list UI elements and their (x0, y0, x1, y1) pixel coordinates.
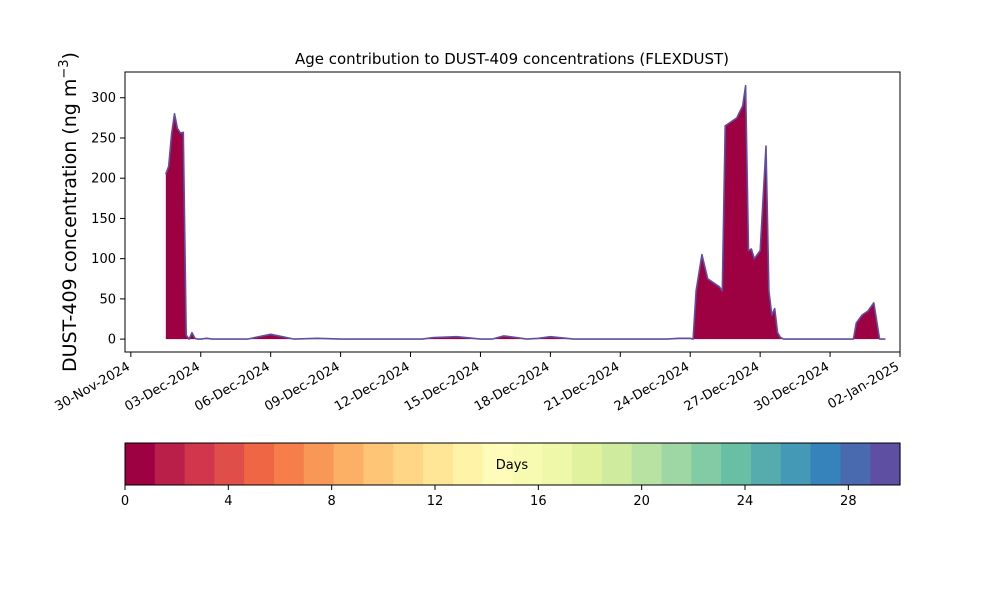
y-tick-label: 150 (91, 212, 116, 227)
colorbar-segment (452, 443, 484, 485)
colorbar-segment (840, 443, 871, 485)
colorbar-tick-label: 8 (328, 494, 336, 509)
colorbar-segment (810, 443, 841, 485)
colorbar-segment (870, 443, 901, 485)
colorbar-segment (661, 443, 692, 485)
y-tick-label: 0 (108, 333, 116, 348)
colorbar-segment (542, 443, 573, 485)
colorbar-segment (214, 443, 245, 485)
y-tick-label: 200 (91, 172, 116, 187)
y-axis-label-exponent: −3 (57, 59, 72, 78)
colorbar-segment (363, 443, 394, 485)
colorbar-tick-label: 12 (427, 494, 444, 509)
colorbar-segment (333, 443, 365, 485)
colorbar-segment (780, 443, 812, 485)
colorbar-segment (244, 443, 275, 485)
colorbar-tick-label: 16 (530, 494, 547, 509)
series-outline-0 (165, 84, 886, 340)
colorbar-segment (423, 443, 454, 485)
colorbar-segment (184, 443, 216, 485)
y-axis-ticks: 0 50 100 150 200 250 300 (91, 91, 125, 348)
y-tick-label: 300 (91, 91, 116, 106)
colorbar-label: Days (496, 458, 529, 473)
colorbar-segment (154, 443, 186, 485)
series-area-0 (165, 85, 886, 340)
y-tick-label: 50 (99, 292, 116, 307)
colorbar-segment (393, 443, 424, 485)
colorbar-segment (125, 443, 156, 485)
colorbar-tick-label: 20 (633, 494, 650, 509)
colorbar-tick-label: 4 (224, 494, 232, 509)
colorbar-segment (572, 443, 603, 485)
colorbar-segment (750, 443, 782, 485)
y-axis-label: DUST-409 concentration (ng m−3) (57, 52, 81, 372)
y-axis-label-close: ) (59, 52, 81, 59)
colorbar-segment (274, 443, 305, 485)
colorbar-segment (512, 443, 543, 485)
colorbar-tick-label: 24 (737, 494, 754, 509)
colorbar-tick-label: 0 (121, 494, 129, 509)
colorbar-segment (601, 443, 633, 485)
y-tick-label: 100 (91, 252, 116, 267)
colorbar-frame (124, 442, 901, 486)
colorbar-segment (691, 443, 722, 485)
colorbar-segment (721, 443, 752, 485)
colorbar-segment (631, 443, 663, 485)
plot-series (165, 84, 886, 340)
colorbar-tick-label: 28 (840, 494, 857, 509)
y-axis-label-main: DUST-409 concentration (ng m (59, 79, 81, 372)
chart-title: Age contribution to DUST-409 concentrati… (295, 50, 729, 68)
colorbar-ticks: 0 4 8 12 16 20 24 28 (121, 485, 857, 509)
colorbar-segment (482, 443, 514, 485)
plot-frame (124, 71, 901, 353)
y-tick-label: 250 (91, 131, 116, 146)
colorbar-segment (303, 443, 335, 485)
colorbar (125, 443, 901, 485)
